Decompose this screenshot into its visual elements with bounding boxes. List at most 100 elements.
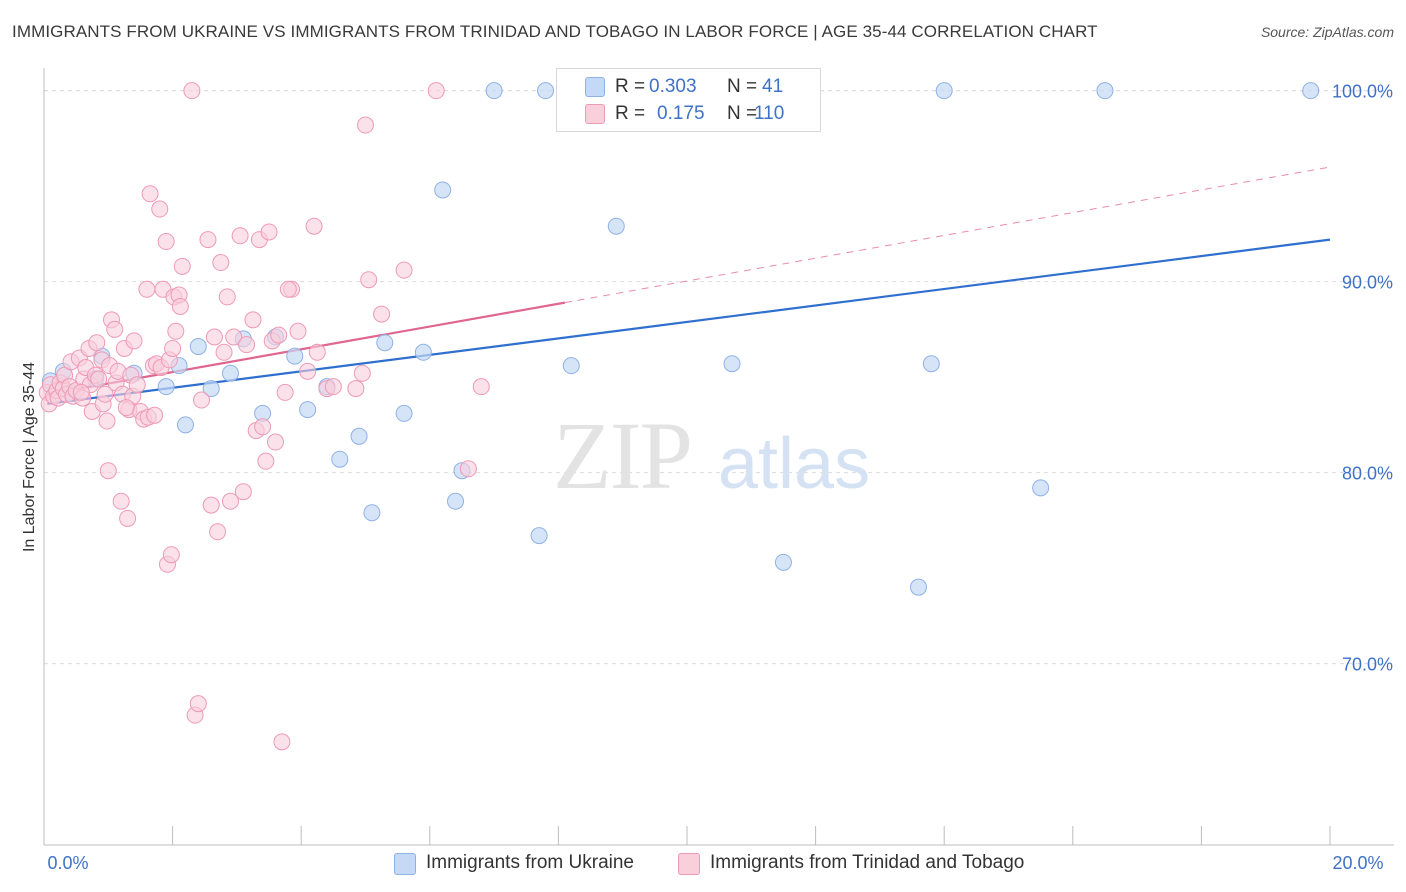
data-point-trinidad	[459, 460, 477, 478]
legend-row-ukraine: R = 0.303 N = 41	[557, 74, 820, 100]
y-tick-label: 100.0%	[1332, 82, 1393, 102]
data-point-ukraine	[1302, 82, 1320, 100]
data-point-trinidad	[254, 418, 272, 436]
data-point-trinidad	[119, 509, 137, 527]
data-point-trinidad	[96, 385, 114, 403]
data-point-trinidad	[225, 328, 243, 346]
data-point-trinidad	[308, 343, 326, 361]
data-point-trinidad	[151, 200, 169, 218]
data-point-trinidad	[273, 733, 291, 751]
series-swatch-ukraine	[394, 853, 416, 875]
trend-lines	[47, 166, 1331, 405]
y-tick-label: 70.0%	[1342, 655, 1393, 675]
data-point-trinidad	[373, 305, 391, 323]
data-point-trinidad	[88, 334, 106, 352]
data-point-trinidad	[199, 231, 217, 249]
data-point-ukraine	[157, 378, 175, 396]
correlation-legend: R = 0.303 N = 41 R = 0.175 N = 110	[556, 68, 821, 132]
data-point-trinidad	[189, 695, 207, 713]
data-point-ukraine	[447, 492, 465, 510]
data-point-ukraine	[1096, 82, 1114, 100]
zipatlas-watermark: ZIP atlas	[553, 402, 870, 509]
data-point-trinidad	[205, 328, 223, 346]
legend-n-value: 41	[762, 76, 784, 97]
data-point-ukraine	[485, 82, 503, 100]
legend-n-label: N =	[727, 103, 758, 124]
data-point-ukraine	[363, 504, 381, 522]
trend-line-ukraine	[47, 238, 1331, 405]
data-point-ukraine	[562, 357, 580, 375]
data-point-trinidad	[289, 322, 307, 340]
data-point-trinidad	[167, 322, 185, 340]
source-attribution: Source: ZipAtlas.com	[1260, 24, 1394, 40]
data-point-trinidad	[279, 280, 297, 298]
data-point-ukraine	[286, 347, 304, 365]
y-axis-label: In Labor Force | Age 35-44	[21, 362, 38, 552]
data-point-trinidad	[257, 452, 275, 470]
data-point-ukraine	[376, 334, 394, 352]
grid-lines	[44, 90, 1395, 665]
data-point-trinidad	[157, 233, 175, 251]
data-point-trinidad	[125, 332, 143, 350]
data-point-trinidad	[260, 223, 278, 241]
data-point-trinidad	[347, 380, 365, 398]
data-point-trinidad	[472, 378, 490, 396]
data-point-trinidad	[276, 383, 294, 401]
data-point-ukraine	[1032, 479, 1050, 497]
data-point-trinidad	[305, 217, 323, 235]
legend-n-label: N =	[727, 76, 758, 97]
data-point-ukraine	[922, 355, 940, 373]
data-point-trinidad	[112, 492, 130, 510]
data-point-ukraine	[395, 404, 413, 422]
legend-r-label: R =	[615, 76, 646, 97]
trend-line-trinidad-extension	[564, 166, 1331, 304]
data-point-ukraine	[331, 450, 349, 468]
data-point-trinidad	[128, 376, 146, 394]
data-point-trinidad	[173, 257, 191, 275]
data-point-trinidad	[90, 370, 108, 388]
data-point-trinidad	[270, 326, 288, 344]
data-point-trinidad	[215, 343, 233, 361]
series-name-ukraine: Immigrants from Ukraine	[426, 852, 634, 873]
data-point-trinidad	[164, 339, 182, 357]
data-point-trinidad	[138, 280, 156, 298]
legend-n-value: 110	[754, 103, 785, 124]
data-point-trinidad	[299, 362, 317, 380]
data-point-trinidad	[99, 462, 117, 480]
data-point-trinidad	[234, 483, 252, 501]
data-point-ukraine	[774, 553, 792, 571]
legend-r-label: R =	[615, 103, 646, 124]
legend-r-value: 0.175	[657, 103, 705, 124]
watermark-atlas: atlas	[718, 424, 870, 504]
legend-r-value: 0.303	[649, 76, 697, 97]
data-point-trinidad	[98, 412, 116, 430]
x-tick-label: 0.0%	[47, 853, 88, 873]
chart-title: IMMIGRANTS FROM UKRAINE VS IMMIGRANTS FR…	[12, 22, 1098, 41]
data-point-ukraine	[221, 364, 239, 382]
series-trinidad-points	[38, 82, 490, 751]
tick-labels: 70.0% 80.0% 90.0% 100.0% 0.0% 20.0%	[47, 82, 1393, 873]
data-point-ukraine	[909, 578, 927, 596]
data-point-trinidad	[193, 391, 211, 409]
data-point-ukraine	[723, 355, 741, 373]
data-point-ukraine	[176, 416, 194, 434]
data-point-ukraine	[350, 427, 368, 445]
data-point-trinidad	[357, 116, 374, 134]
data-point-trinidad	[324, 378, 342, 396]
series-swatch-trinidad	[678, 853, 700, 875]
data-point-trinidad	[244, 311, 262, 329]
watermark-zip: ZIP	[553, 402, 691, 509]
data-point-trinidad	[266, 433, 284, 451]
y-tick-label: 80.0%	[1342, 464, 1393, 484]
data-point-trinidad	[209, 523, 227, 541]
data-point-trinidad	[202, 496, 220, 514]
data-point-trinidad	[183, 82, 201, 100]
data-point-trinidad	[162, 546, 180, 564]
data-point-trinidad	[353, 364, 371, 382]
data-point-trinidad	[218, 288, 236, 306]
data-point-trinidad	[221, 492, 239, 510]
data-point-ukraine	[434, 181, 452, 199]
data-point-trinidad	[146, 406, 164, 424]
legend-row-trinidad: R = 0.175 N = 110	[557, 101, 820, 127]
data-point-ukraine	[202, 380, 220, 398]
